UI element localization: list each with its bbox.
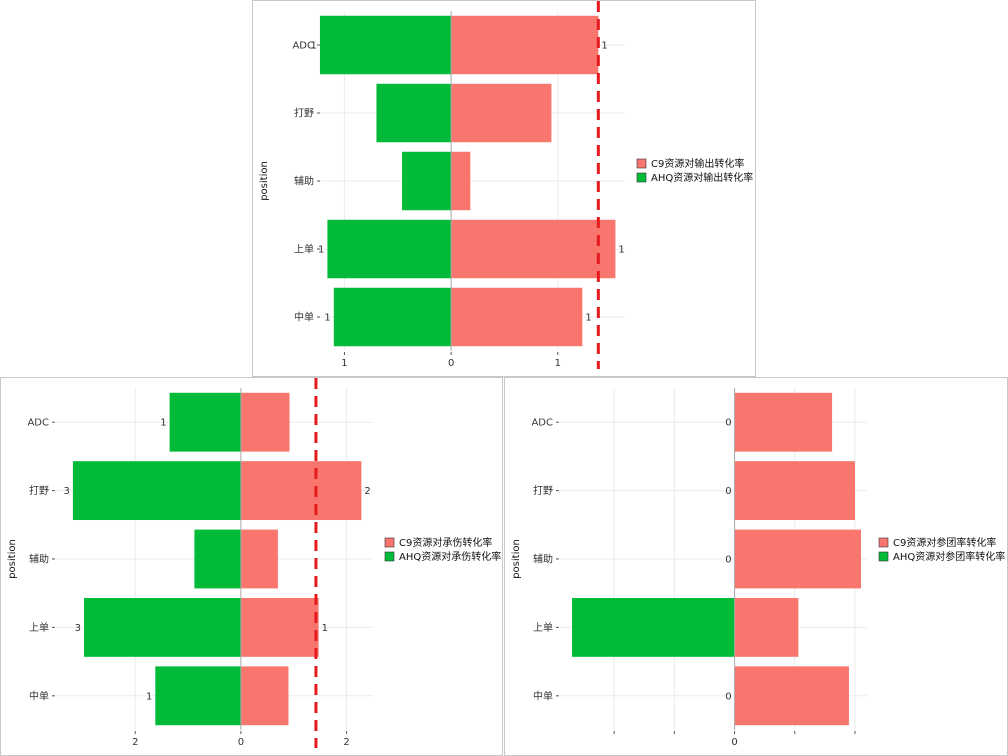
legend-entry: AHQ资源对承伤转化率 <box>399 550 501 563</box>
data-label-ahq: 1 <box>311 41 317 52</box>
x-tick-label: 0 <box>731 737 737 748</box>
x-tick-label: 1 <box>555 358 561 369</box>
data-label-ahq: 3 <box>64 486 70 497</box>
bar-ahq <box>327 219 452 279</box>
x-tick-label: 0 <box>448 358 454 369</box>
category-label: 中单 <box>294 311 314 324</box>
bar-c9 <box>734 392 833 452</box>
legend-entry: C9资源对参团率转化率 <box>893 536 996 549</box>
data-label-c9: 1 <box>322 623 328 634</box>
category-label: 上单 <box>29 622 49 634</box>
x-tick-label: 2 <box>132 737 138 748</box>
bar-ahq <box>319 15 452 75</box>
category-label: 打野 <box>533 484 553 497</box>
data-label-ahq: 1 <box>146 691 152 702</box>
bar-c9 <box>734 461 855 521</box>
bar-c9 <box>734 597 799 657</box>
chart-panel-damage-taken: 1 3 2 3 1 1 ADC 打野辅助上单中单 2 0 2 position C9资源对承伤转化率 AH… <box>0 377 503 756</box>
bar-ahq <box>155 666 241 726</box>
category-label: 中单 <box>29 689 49 702</box>
legend-swatch <box>636 172 647 183</box>
bar-ahq <box>376 83 452 143</box>
legend-swatch <box>878 537 889 548</box>
legend-swatch <box>878 551 889 562</box>
x-tick-label: 2 <box>343 737 349 748</box>
data-label-ahq: 0 <box>725 418 731 429</box>
bar-ahq <box>402 151 452 211</box>
x-tick-label: 1 <box>341 358 347 369</box>
y-axis-title: position <box>511 539 522 579</box>
bar-c9 <box>451 15 599 75</box>
category-label: 打野 <box>294 107 314 120</box>
chart-panel-teamfight: 0 0 0 0 ADC 打野辅助上单中单 0 position C9资源对参团率转化率 AHQ资源… <box>504 377 1008 756</box>
bar-c9 <box>451 219 616 279</box>
category-label: 辅助 <box>294 175 314 188</box>
legend-swatch <box>384 537 395 548</box>
data-label-ahq: 3 <box>75 623 81 634</box>
data-label-ahq: 1 <box>318 245 324 256</box>
bar-ahq <box>194 529 241 589</box>
data-label-ahq: 0 <box>725 555 731 566</box>
bar-c9 <box>734 529 861 589</box>
category-label: ADC <box>531 418 553 429</box>
legend-entry: C9资源对输出转化率 <box>651 157 744 170</box>
legend-entry: C9资源对承伤转化率 <box>399 536 492 549</box>
data-label-c9: 1 <box>585 313 591 324</box>
bar-c9 <box>734 666 849 726</box>
bar-c9 <box>240 597 319 657</box>
category-label: ADC <box>292 41 314 52</box>
bar-c9 <box>451 83 552 143</box>
category-label: 中单 <box>533 689 553 702</box>
category-label: 辅助 <box>533 553 553 566</box>
bar-c9 <box>240 461 362 521</box>
data-label-ahq: 1 <box>160 418 166 429</box>
bar-c9 <box>240 529 278 589</box>
bar-c9 <box>240 666 289 726</box>
bar-ahq <box>333 287 452 347</box>
legend-entry: AHQ资源对参团率转化率 <box>893 550 1005 563</box>
data-label-c9: 1 <box>601 41 607 52</box>
y-axis-title: position <box>7 539 18 579</box>
bar-c9 <box>451 287 583 347</box>
data-label-ahq: 0 <box>725 691 731 702</box>
data-label-c9: 1 <box>618 245 624 256</box>
bar-c9 <box>240 392 290 452</box>
category-label: 上单 <box>294 244 314 256</box>
category-label: 辅助 <box>29 553 49 566</box>
bar-ahq <box>72 461 241 521</box>
bar-ahq <box>84 597 241 657</box>
bar-c9 <box>451 151 471 211</box>
y-axis-title: position <box>259 161 270 201</box>
legend-swatch <box>384 551 395 562</box>
legend-swatch <box>636 158 647 169</box>
category-label: 上单 <box>533 622 553 634</box>
category-label: ADC <box>27 418 49 429</box>
legend-entry: AHQ资源对输出转化率 <box>651 171 753 184</box>
data-label-c9: 2 <box>364 486 370 497</box>
data-label-ahq: 0 <box>725 486 731 497</box>
bar-ahq <box>169 392 241 452</box>
category-label: 打野 <box>29 484 49 497</box>
x-tick-label: 0 <box>238 737 244 748</box>
data-label-ahq: 1 <box>324 313 330 324</box>
bar-ahq <box>572 597 735 657</box>
chart-panel-output: 1 1 1 1 1 1 ADC 打野 辅助 上单 中单 1 0 1 position C9资源对输出转化率 AH… <box>252 0 756 377</box>
